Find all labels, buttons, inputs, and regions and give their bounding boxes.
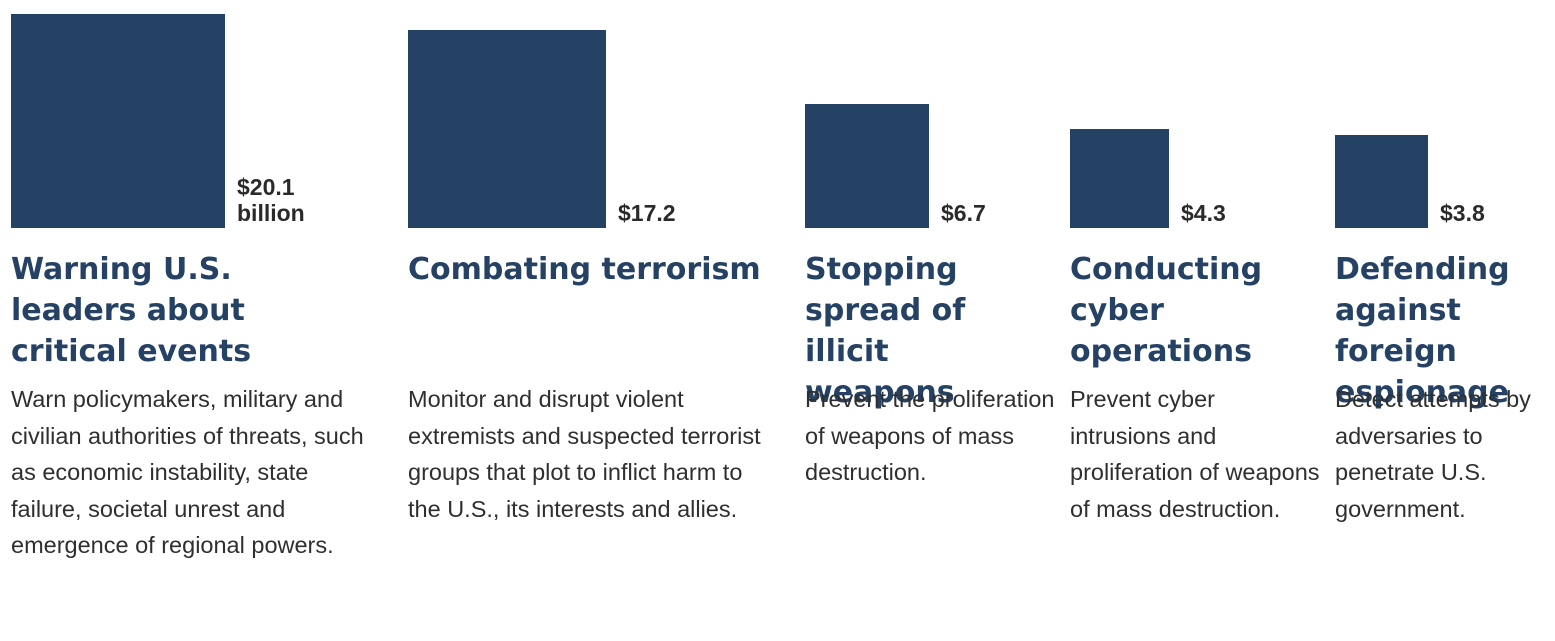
value-label-amount: $20.1	[237, 174, 295, 200]
value-label: $4.3	[1181, 200, 1226, 226]
category-title: Warning U.S. leaders about critical even…	[11, 252, 252, 369]
category-title: Conducting cyber operations	[1070, 252, 1263, 369]
category-description: Prevent cyber intrusions and proliferati…	[1070, 386, 1320, 522]
bar	[408, 30, 606, 228]
value-label-amount: $6.7	[941, 200, 986, 226]
category-description: Detect attempts by adversaries to penetr…	[1335, 386, 1531, 522]
value-label: $6.7	[941, 200, 986, 226]
category-title: Stopping spread of illicit weapons	[805, 252, 966, 410]
value-label: $3.8	[1440, 200, 1485, 226]
bar	[1335, 135, 1428, 228]
value-label-amount: $3.8	[1440, 200, 1485, 226]
value-label-unit: billion	[237, 200, 305, 226]
category-title: Defending against foreign espionage	[1335, 252, 1510, 410]
bar	[1070, 129, 1169, 228]
category-description: Warn policymakers, military and civilian…	[11, 386, 364, 558]
value-label: $17.2	[618, 200, 676, 226]
bar	[11, 14, 225, 228]
value-label: $20.1 billion	[237, 174, 305, 226]
value-label-amount: $17.2	[618, 200, 676, 226]
category-description: Prevent the proliferation of weapons of …	[805, 386, 1055, 485]
category-title: Combating terrorism	[408, 252, 761, 287]
bar	[805, 104, 929, 228]
category-description: Monitor and disrupt violent extremists a…	[408, 386, 761, 522]
value-label-amount: $4.3	[1181, 200, 1226, 226]
